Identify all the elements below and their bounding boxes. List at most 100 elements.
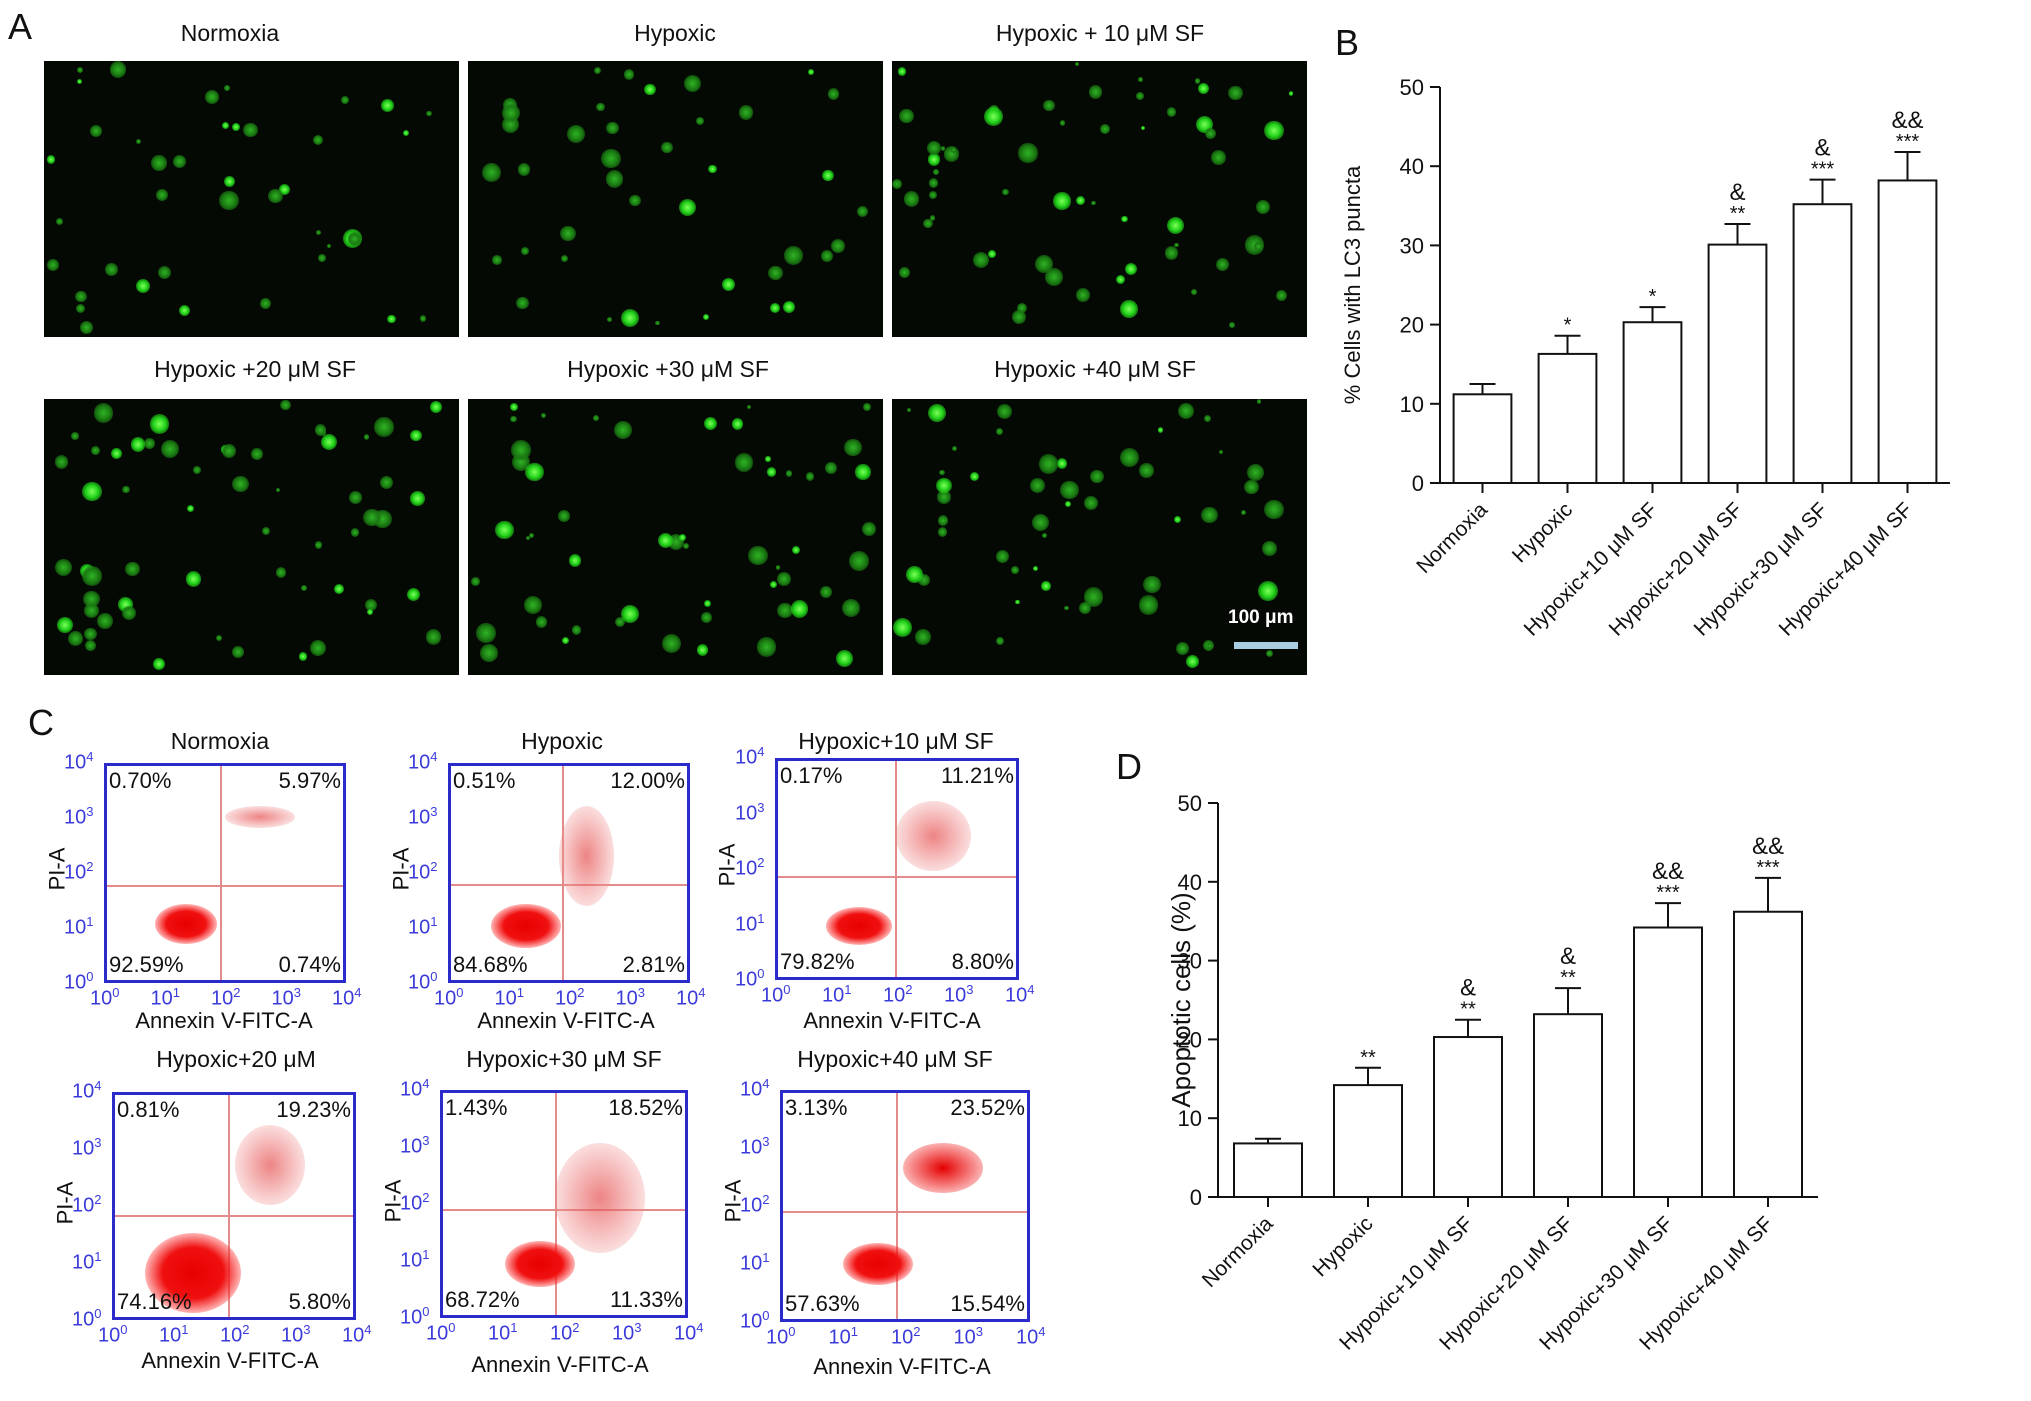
- fluorescent-cell: [79, 320, 94, 334]
- fluorescent-cell: [363, 434, 370, 440]
- cell-population-cluster: [505, 1241, 575, 1287]
- flow-xtick: 103: [612, 1320, 642, 1345]
- flow-xtick: 104: [1005, 982, 1035, 1007]
- flow-xlabel: Annexin V-FITC-A: [471, 1352, 649, 1377]
- micrograph-hypoxic-20: [44, 399, 459, 675]
- fluorescent-cell: [892, 179, 903, 190]
- fluorescent-cell: [682, 542, 690, 550]
- fluorescent-cell: [559, 225, 576, 242]
- fluorescent-cell: [1210, 150, 1226, 166]
- fluorescent-cell: [149, 414, 170, 434]
- fluorescent-cell: [593, 66, 602, 74]
- fluorescent-cell: [696, 644, 709, 656]
- bar: [1622, 321, 1683, 484]
- fluorescent-cell: [535, 616, 548, 628]
- fluorescent-cell: [334, 583, 345, 595]
- significance-stars: ***: [1756, 857, 1780, 879]
- fluorescent-cell: [620, 605, 639, 624]
- bar: [1452, 393, 1513, 484]
- fluorescent-cell: [703, 416, 718, 431]
- flow-ytick: 104: [740, 1076, 770, 1101]
- fluorescent-cell: [278, 183, 291, 196]
- flow-xlabel: Annexin V-FITC-A: [477, 1008, 655, 1033]
- quadrant-lower-right: 11.33%: [610, 1287, 683, 1312]
- fluorescent-cell: [937, 514, 949, 526]
- fluorescent-cell: [1083, 495, 1099, 511]
- fluorescent-cell: [765, 456, 771, 462]
- fluorescent-cell: [1076, 196, 1086, 206]
- fluorescent-cell: [695, 117, 704, 126]
- fluorescent-cell: [316, 230, 322, 236]
- fluorescent-cell: [502, 103, 521, 123]
- cell-population-cluster: [155, 904, 217, 944]
- flow-ytick: 100: [64, 969, 94, 994]
- fluorescent-cell: [951, 445, 957, 451]
- fluorescent-cell: [381, 99, 394, 112]
- flow-xtick: 104: [1016, 1324, 1046, 1349]
- fluorescent-cell: [722, 278, 735, 292]
- fluorescent-cell: [995, 636, 1004, 645]
- fluorescent-cell: [820, 250, 833, 263]
- flow-xtick: 103: [944, 982, 974, 1007]
- flow-plot-hypoxic: 0.51% 12.00% 84.68% 2.81%: [448, 763, 690, 983]
- fluorescent-cell: [735, 453, 754, 472]
- fluorescent-cell: [374, 416, 394, 437]
- fluorescent-cell: [822, 169, 834, 182]
- quadrant-upper-left: 3.13%: [785, 1095, 848, 1120]
- significance-ampersand: &&: [1652, 858, 1684, 885]
- fluorescent-cell: [929, 190, 938, 199]
- fluorescent-cell: [410, 429, 422, 442]
- cell-population-double-positive: [555, 1143, 645, 1253]
- fluorescent-cell: [379, 475, 393, 489]
- flow-ytick: 100: [735, 966, 765, 991]
- flow-ytick: 102: [408, 859, 438, 884]
- fluorescent-cell: [363, 508, 382, 527]
- fluorescent-cell: [224, 176, 236, 188]
- micrograph-hypoxic-10: [892, 61, 1307, 337]
- flow-xtick: 102: [550, 1320, 580, 1345]
- fluorescent-cell: [1207, 643, 1214, 650]
- fluorescent-cell: [606, 317, 612, 322]
- cell-population-cluster: [491, 904, 561, 948]
- quadrant-upper-right: 11.21%: [941, 763, 1014, 788]
- fluorescent-cell: [748, 545, 768, 565]
- fluorescent-cell: [898, 266, 910, 279]
- quadrant-lower-left: 57.63%: [785, 1291, 860, 1316]
- flow-ytick: 100: [740, 1308, 770, 1333]
- fluorescent-cell: [1078, 602, 1091, 614]
- fluorescent-cell: [67, 630, 84, 646]
- quadrant-lower-left: 74.16%: [117, 1289, 192, 1314]
- fluorescent-cell: [326, 243, 332, 249]
- quadrant-lower-left: 92.59%: [109, 952, 184, 977]
- fluorescent-cell: [232, 122, 241, 131]
- panel-label-d: D: [1116, 746, 1142, 787]
- fluorescent-cell: [684, 74, 702, 92]
- fluorescent-cell: [1218, 449, 1223, 455]
- fluorescent-cell: [1121, 215, 1128, 223]
- quadrant-upper-left: 0.81%: [117, 1097, 180, 1122]
- fluorescent-cell: [275, 567, 287, 578]
- quadrant-divider-vertical: [896, 1093, 898, 1319]
- fluorescent-cell: [153, 657, 166, 670]
- fluorescent-cell: [1099, 123, 1110, 134]
- flow-xtick: 100: [90, 985, 120, 1010]
- fluorescent-cell: [1053, 192, 1071, 210]
- quadrant-divider-vertical: [228, 1095, 230, 1317]
- fluorescent-cell: [222, 121, 229, 129]
- y-tick-label: 50: [1400, 75, 1424, 100]
- fluorescent-cell: [731, 418, 743, 430]
- panel-label-a: A: [8, 6, 33, 47]
- fluorescent-cell: [511, 440, 531, 460]
- fluorescent-cell: [1041, 532, 1047, 538]
- fluorescent-cell: [523, 595, 542, 615]
- y-tick-label: 40: [1178, 870, 1202, 895]
- fluorescent-cell: [605, 170, 623, 188]
- y-axis-label: % Cells with LC3 puncta: [1340, 165, 1365, 404]
- bar: [1792, 203, 1853, 484]
- fluorescent-cell: [820, 585, 833, 599]
- fluorescent-cell: [232, 475, 249, 493]
- fluorescent-cell: [1138, 595, 1159, 615]
- micrograph-title-hypoxic-40: Hypoxic +40 μM SF: [994, 356, 1196, 382]
- fluorescent-cell: [320, 434, 337, 451]
- fluorescent-cell: [790, 600, 809, 618]
